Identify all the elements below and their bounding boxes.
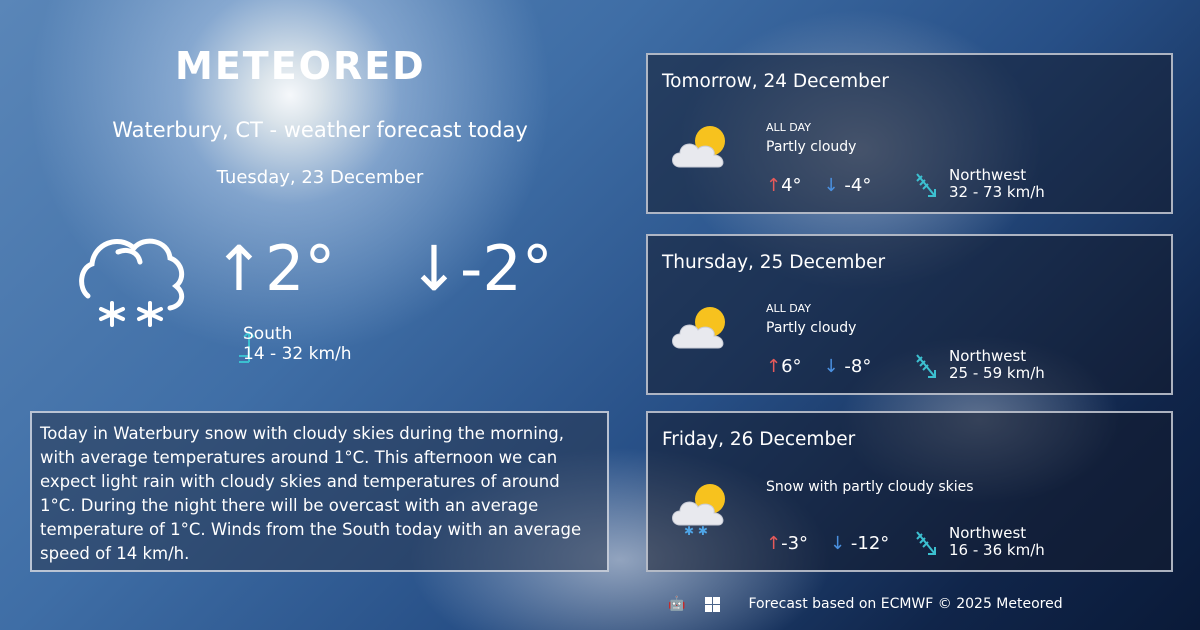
temps: ↑-3° ↓ -12° [766, 533, 890, 554]
snow-cloud-icon [79, 238, 185, 327]
arrow-up-icon: ↑ [766, 533, 782, 554]
weather-summary: Partly cloudy [766, 320, 857, 336]
arrow-up-icon: ↑ [213, 232, 265, 305]
wind-northwest-icon [916, 531, 936, 555]
today-max-temp: ↑2° [213, 232, 336, 305]
arrow-down-icon: ↓ [408, 232, 460, 305]
wind-northwest-icon [916, 354, 936, 378]
period-label: ALL DAY [766, 121, 811, 134]
wind: Northwest 32 - 73 km/h [949, 166, 1045, 201]
forecast-card[interactable]: Tomorrow, 24 December ALL DAY Partly clo… [646, 53, 1173, 214]
partly-cloudy-icon [672, 126, 725, 168]
arrow-down-icon: ↓ [823, 175, 839, 196]
wind: Northwest 16 - 36 km/h [949, 524, 1045, 559]
weather-summary: Partly cloudy [766, 139, 857, 155]
windows-icon[interactable] [705, 596, 721, 612]
footer: 🤖 Forecast based on ECMWF © 2025 Meteore… [668, 596, 1063, 612]
wind-northwest-icon [916, 173, 936, 197]
wind-south-icon [239, 330, 255, 363]
android-icon[interactable]: 🤖 [668, 596, 686, 612]
weather-summary: Snow with partly cloudy skies [766, 479, 974, 495]
forecast-card[interactable]: Friday, 26 December ✱ ✱ Snow with partly… [646, 411, 1173, 572]
meteored-logo: METEORED [175, 44, 426, 88]
today-min-temp: ↓-2° [408, 232, 553, 305]
forecast-card[interactable]: Thursday, 25 December ALL DAY Partly clo… [646, 234, 1173, 395]
forecast-description: Today in Waterbury snow with cloudy skie… [30, 411, 609, 572]
svg-text:✱ ✱: ✱ ✱ [684, 524, 708, 535]
arrow-up-icon: ↑ [766, 356, 782, 377]
card-title: Friday, 26 December [662, 429, 856, 450]
temps: ↑4° ↓ -4° [766, 175, 872, 196]
arrow-down-icon: ↓ [830, 533, 846, 554]
footer-text: Forecast based on ECMWF © 2025 Meteored [748, 596, 1063, 612]
wind: Northwest 25 - 59 km/h [949, 347, 1045, 382]
card-title: Thursday, 25 December [662, 252, 886, 273]
partly-cloudy-icon [672, 307, 725, 349]
today-date: Tuesday, 23 December [216, 167, 424, 188]
arrow-up-icon: ↑ [766, 175, 782, 196]
card-title: Tomorrow, 24 December [662, 71, 889, 92]
snow-partly-cloudy-icon: ✱ ✱ [672, 484, 725, 535]
today-wind: South 14 - 32 km/h [243, 324, 352, 364]
temps: ↑6° ↓ -8° [766, 356, 872, 377]
period-label: ALL DAY [766, 302, 811, 315]
page-title: Waterbury, CT - weather forecast today [112, 118, 528, 142]
arrow-down-icon: ↓ [823, 356, 839, 377]
